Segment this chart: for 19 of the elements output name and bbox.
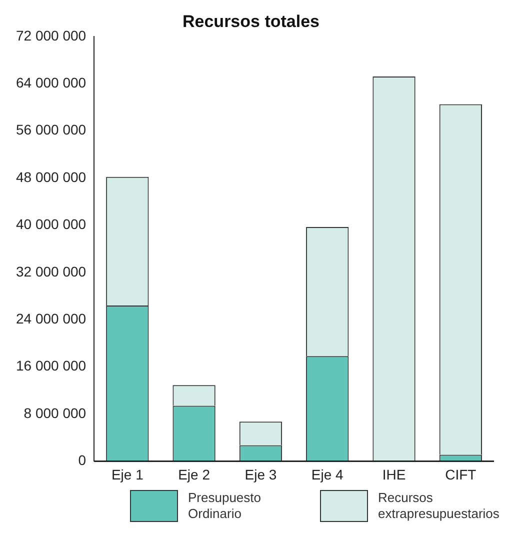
y-tick-label: 0 (78, 452, 86, 468)
x-tick-label: IHE (382, 466, 406, 482)
x-tick-label: CIFT (445, 466, 477, 482)
text: Recursos extrapresupuestarios (378, 490, 500, 522)
x-tick-label: Eje 2 (178, 466, 210, 482)
x-tick-label: Eje 3 (244, 466, 277, 482)
x-tick-label: Eje 4 (311, 466, 344, 482)
x-tick-label: Eje 1 (111, 466, 144, 482)
chart-title: Recursos totales (182, 12, 320, 31)
text: Presupuesto Ordinario (188, 490, 262, 522)
y-tick-label: 40 000 000 (16, 216, 86, 232)
y-tick-label: 64 000 000 (16, 74, 86, 90)
y-tick-label: 8 000 000 (24, 404, 86, 421)
y-tick-label: 48 000 000 (16, 168, 86, 185)
y-tick-label: 56 000 000 (16, 122, 86, 138)
y-tick-label: 32 000 000 (16, 263, 86, 280)
y-tick-label: 16 000 000 (16, 358, 86, 374)
y-tick-label: 72 000 000 (16, 27, 86, 44)
y-tick-label: 24 000 000 (16, 310, 86, 326)
